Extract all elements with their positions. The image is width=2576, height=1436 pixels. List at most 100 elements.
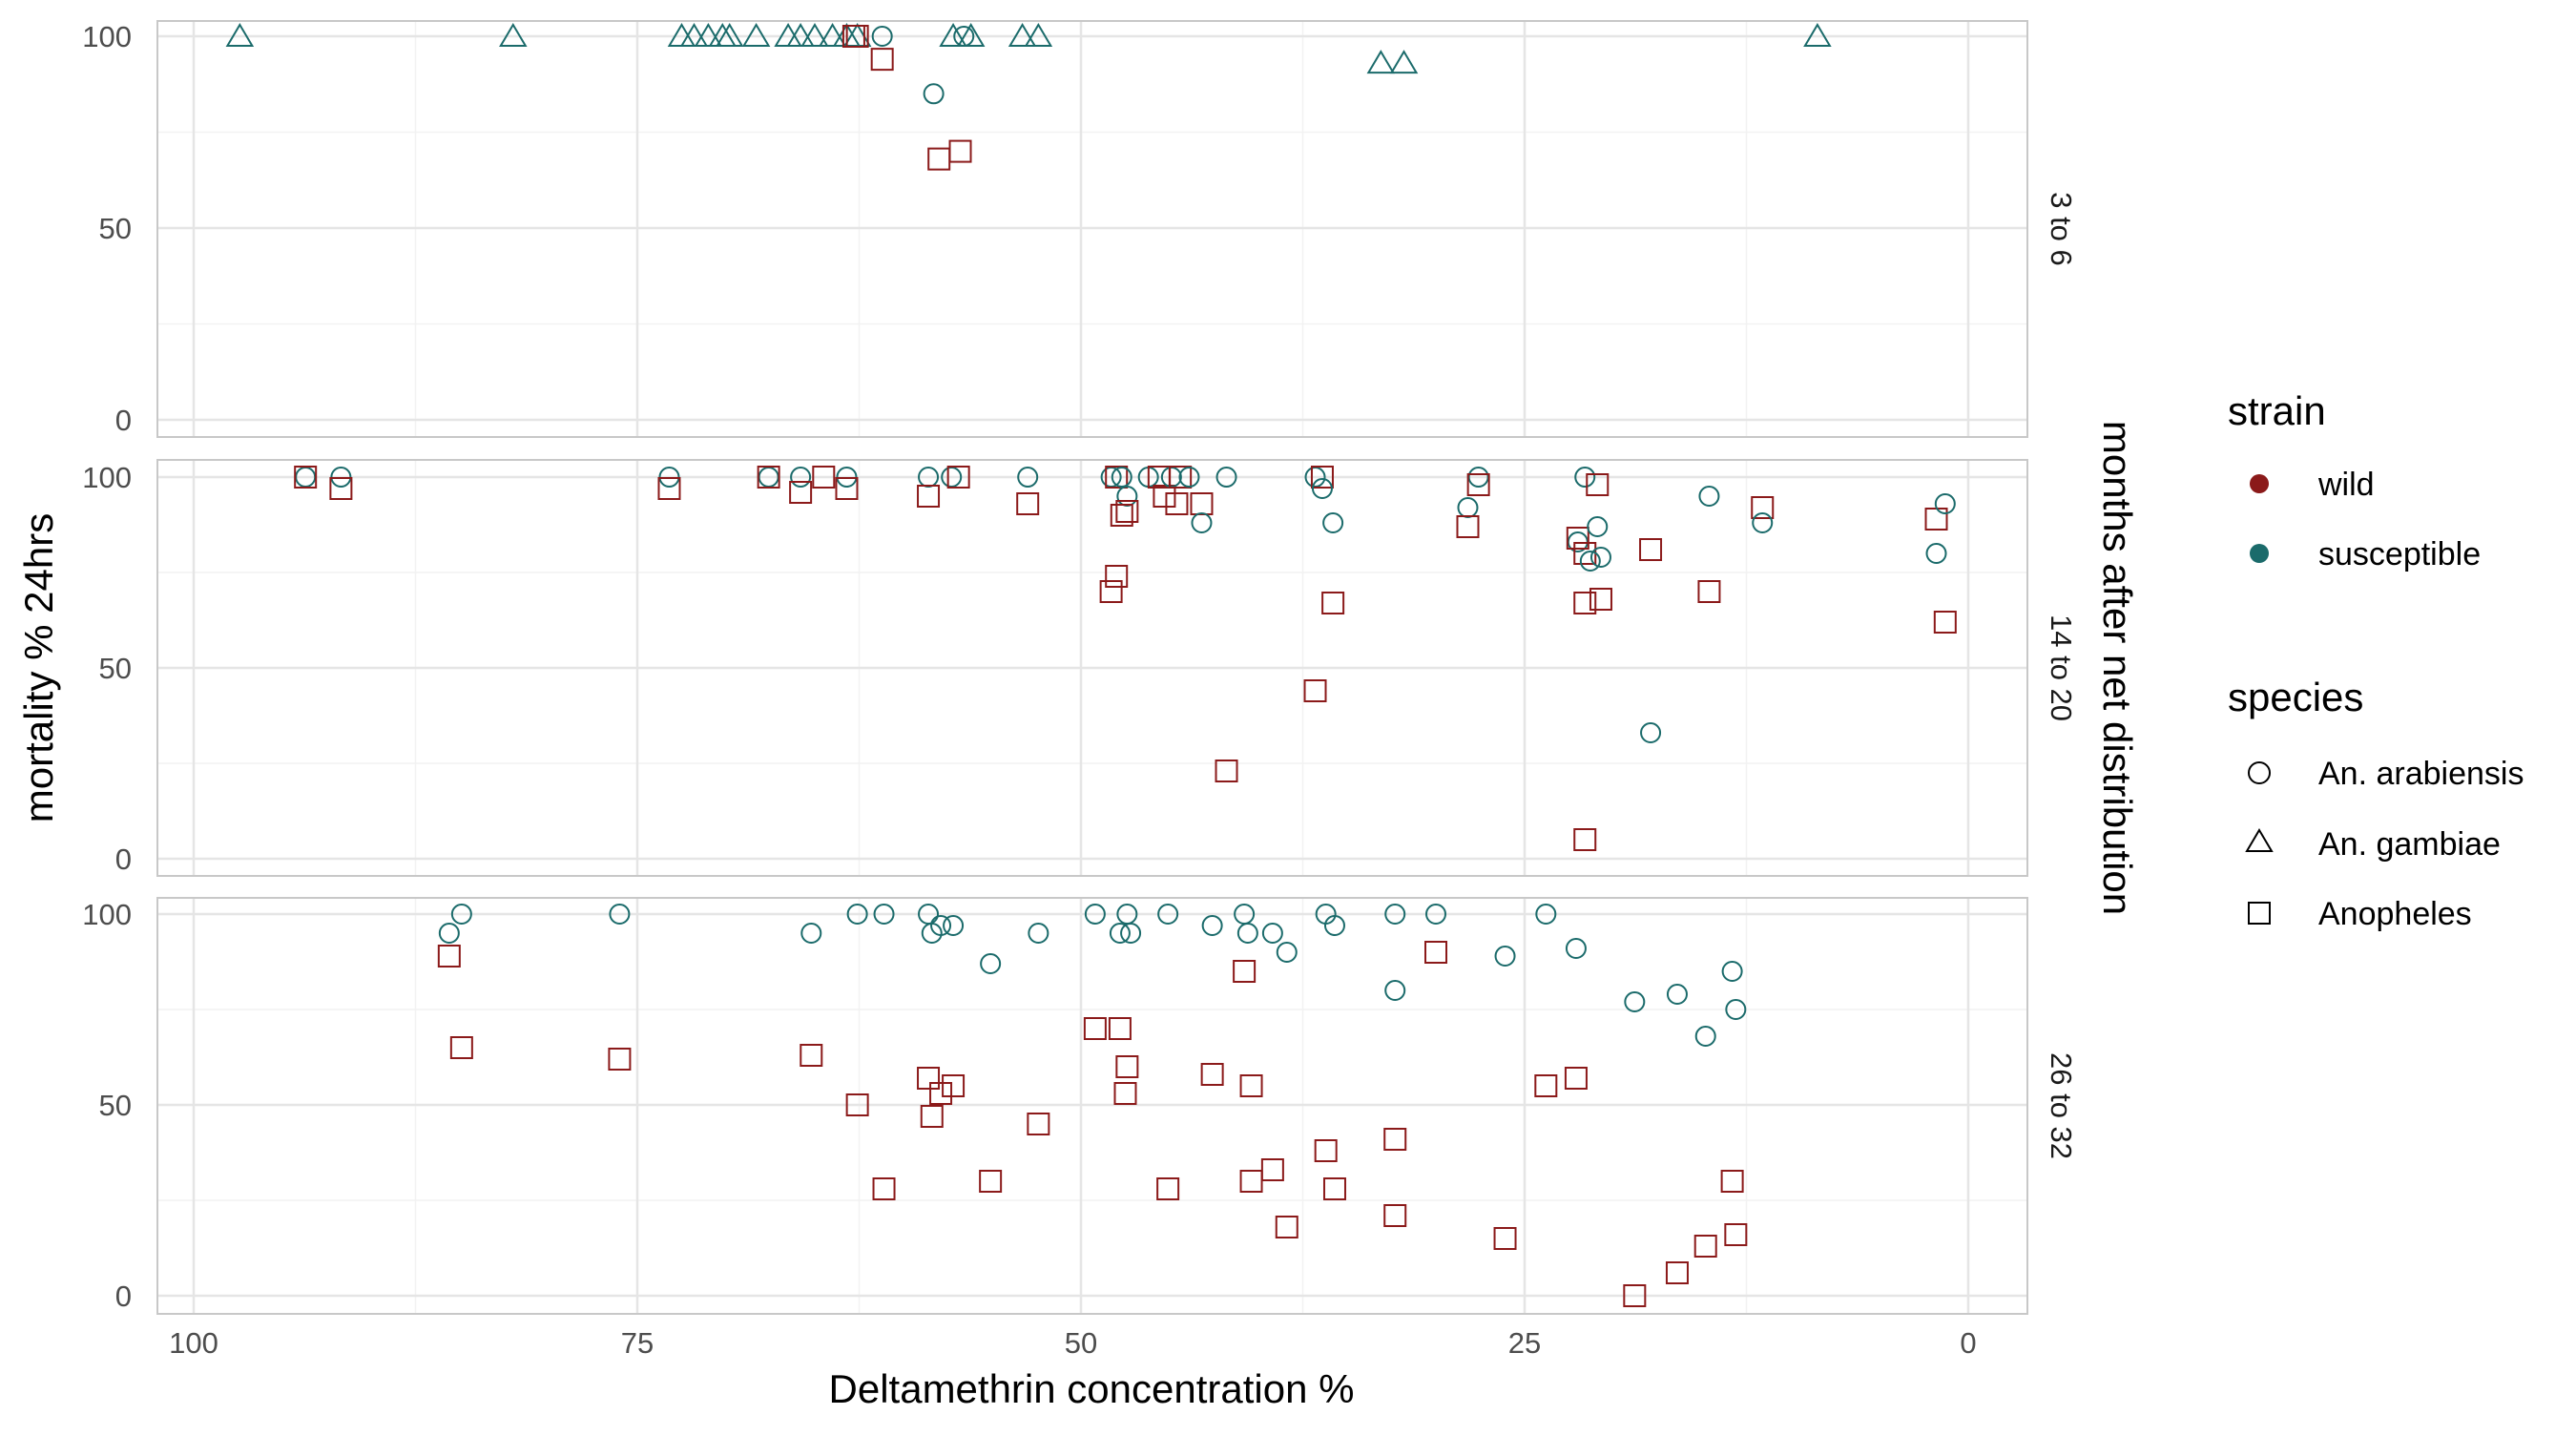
point-arabiensis <box>1457 497 1479 518</box>
point-arabiensis <box>609 904 631 925</box>
point-anopheles <box>1169 466 1193 489</box>
point-anopheles <box>1190 492 1214 515</box>
point-arabiensis <box>1565 938 1587 959</box>
point-arabiensis <box>1028 923 1049 944</box>
point-gambiae <box>1008 23 1037 47</box>
point-gambiae <box>694 23 723 47</box>
point-anopheles <box>1239 1074 1263 1097</box>
legend-key-circle <box>2248 761 2271 784</box>
y-tick-label: 100 <box>82 461 132 494</box>
y-tick-label: 0 <box>115 1280 132 1313</box>
point-gambiae <box>1389 50 1419 74</box>
x-axis: 100 75 50 25 0 <box>169 1326 1976 1360</box>
point-arabiensis <box>1579 551 1601 572</box>
point-anopheles <box>812 466 836 489</box>
point-arabiensis <box>1587 516 1609 537</box>
point-arabiensis <box>1494 946 1516 967</box>
legend-label-wild: wild <box>2317 467 2375 503</box>
point-arabiensis <box>1925 543 1947 564</box>
point-anopheles <box>1156 1177 1180 1200</box>
point-anopheles <box>1573 828 1597 851</box>
point-anopheles <box>942 1074 966 1097</box>
y-tick-label: 0 <box>115 404 132 437</box>
point-anopheles <box>917 1067 941 1090</box>
point-arabiensis <box>1311 478 1333 499</box>
point-anopheles <box>1303 679 1327 702</box>
point-anopheles <box>929 1082 953 1105</box>
point-arabiensis <box>1721 961 1743 982</box>
point-anopheles <box>1115 1055 1139 1078</box>
legend-key-triangle <box>2245 828 2274 852</box>
point-anopheles <box>657 477 681 500</box>
panel-border <box>156 20 2028 438</box>
panel-border <box>156 459 2028 877</box>
point-anopheles <box>1383 1128 1407 1151</box>
y-tick-label: 50 <box>99 212 132 245</box>
legend-strain-title: strain <box>2228 388 2326 433</box>
y-tick-label: 50 <box>99 652 132 685</box>
point-anopheles <box>608 1048 632 1071</box>
point-anopheles <box>449 1036 473 1059</box>
point-anopheles <box>1589 588 1612 611</box>
point-arabiensis <box>790 467 812 488</box>
point-arabiensis <box>930 915 952 936</box>
point-arabiensis <box>1589 547 1611 568</box>
facet-strip-label: 14 to 20 <box>2045 614 2078 721</box>
point-arabiensis <box>980 953 1002 974</box>
point-anopheles <box>845 25 869 48</box>
panel-2: 0 50 100 14 to 20 <box>82 459 2078 877</box>
point-arabiensis <box>1261 923 1283 944</box>
x-axis-title: Deltamethrin concentration % <box>829 1366 1355 1411</box>
point-arabiensis <box>1017 467 1039 488</box>
point-anopheles <box>948 139 972 163</box>
point-arabiensis <box>1116 486 1138 507</box>
point-anopheles <box>1566 527 1589 550</box>
point-anopheles <box>1564 1067 1588 1090</box>
point-anopheles <box>1693 1235 1717 1258</box>
point-arabiensis <box>1384 904 1406 925</box>
point-anopheles <box>1105 466 1129 489</box>
legend: strain wild susceptible species An. arab… <box>2228 388 2524 932</box>
y-axis-title: mortality % 24hrs <box>16 513 61 822</box>
point-anopheles <box>1200 1063 1224 1086</box>
point-anopheles <box>1016 492 1040 515</box>
point-anopheles <box>757 466 780 489</box>
point-arabiensis <box>1323 915 1345 936</box>
point-anopheles <box>1665 1261 1689 1284</box>
point-arabiensis <box>1111 467 1132 488</box>
point-anopheles <box>1586 473 1610 496</box>
panel-1: 0 50 100 3 to 6 <box>82 20 2078 438</box>
point-arabiensis <box>1191 512 1213 533</box>
y-tick-label: 50 <box>99 1089 132 1122</box>
point-anopheles <box>1083 1017 1107 1040</box>
point-anopheles <box>789 481 813 504</box>
point-anopheles <box>979 1170 1003 1193</box>
legend-label-anopheles: Anopheles <box>2318 896 2472 932</box>
point-gambiae <box>786 23 815 47</box>
legend-key-square <box>2248 902 2271 925</box>
point-arabiensis <box>800 923 822 944</box>
point-anopheles <box>870 48 894 72</box>
point-anopheles <box>1239 1170 1263 1193</box>
facet-strip-label: 3 to 6 <box>2045 192 2078 266</box>
point-gambiae <box>800 23 829 47</box>
point-anopheles <box>1466 473 1490 496</box>
point-arabiensis <box>1201 915 1223 936</box>
y-tick-label: 0 <box>115 843 132 876</box>
point-anopheles <box>1639 538 1663 561</box>
point-anopheles <box>1027 1113 1050 1135</box>
point-anopheles <box>1310 466 1334 489</box>
point-gambiae <box>225 23 255 47</box>
facet-strip-label: 26 to 32 <box>2045 1052 2078 1159</box>
facet-axis-title: months after net distribution <box>2095 421 2140 915</box>
point-anopheles <box>1534 1074 1558 1097</box>
point-arabiensis <box>1236 923 1258 944</box>
point-anopheles <box>1275 1216 1298 1238</box>
point-gambiae <box>818 23 847 47</box>
point-gambiae <box>741 23 771 47</box>
point-anopheles <box>437 945 461 968</box>
point-anopheles <box>1099 580 1123 603</box>
point-gambiae <box>1366 50 1396 74</box>
